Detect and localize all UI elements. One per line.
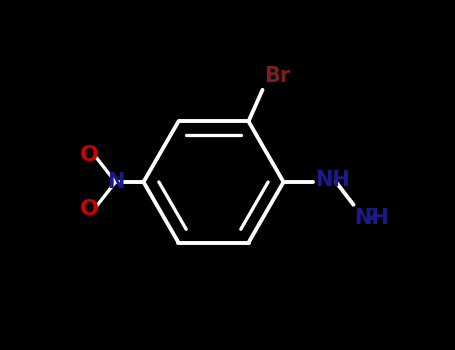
Text: NH: NH [354,208,389,228]
Text: 2: 2 [368,208,379,223]
Text: Br: Br [264,66,290,86]
Text: N: N [107,172,124,192]
Text: O: O [80,145,99,165]
Text: NH: NH [315,170,350,190]
Text: O: O [80,199,99,219]
